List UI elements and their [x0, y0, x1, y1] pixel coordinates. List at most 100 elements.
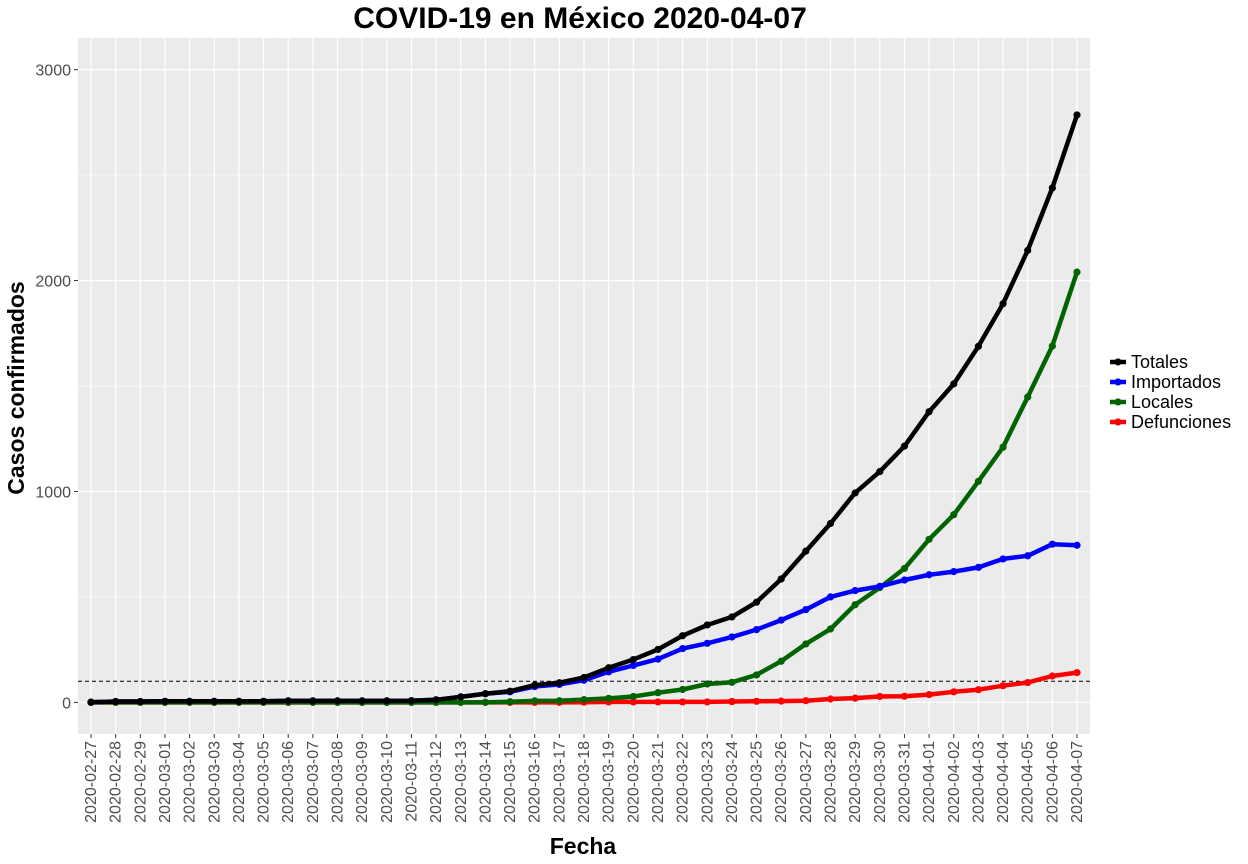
data-point-totales [605, 664, 613, 672]
data-point-totales [999, 300, 1007, 308]
data-point-importados [629, 661, 637, 670]
x-tick-label: 2020-03-27 [798, 741, 815, 823]
data-point-importados [1073, 541, 1081, 549]
data-point-totales [580, 673, 588, 682]
data-point-defunciones [802, 697, 810, 705]
data-point-defunciones [1024, 678, 1032, 687]
x-tick-label: 2020-03-11 [403, 741, 420, 822]
data-point-totales [531, 681, 539, 689]
data-point-importados [703, 639, 711, 647]
data-point-totales [826, 519, 835, 528]
x-tick-label: 2020-03-14 [477, 741, 494, 823]
data-point-importados [925, 571, 933, 579]
data-point-totales [259, 697, 268, 705]
legend-label-defunciones: Defunciones [1131, 412, 1231, 432]
data-point-importados [1048, 540, 1056, 548]
data-point-importados [752, 626, 761, 634]
data-point-totales [457, 693, 465, 701]
x-tick-label: 2020-03-21 [650, 741, 667, 823]
data-point-locales [506, 698, 514, 706]
x-tick-label: 2020-03-22 [675, 741, 692, 823]
data-point-defunciones [876, 692, 884, 701]
data-point-totales [432, 696, 440, 704]
chart-title: COVID-19 en México 2020-04-07 [353, 2, 807, 35]
data-point-importados [728, 633, 736, 641]
data-point-totales [974, 342, 983, 350]
x-tick-label: 2020-04-06 [1044, 741, 1061, 823]
data-point-totales [703, 621, 711, 629]
x-tick-label: 2020-03-04 [231, 741, 248, 823]
x-tick-label: 2020-03-05 [256, 741, 273, 823]
data-point-importados [777, 616, 785, 624]
series-layer [87, 111, 1081, 706]
y-tick-label: 3000 [35, 63, 71, 80]
y-tick-label: 0 [62, 695, 71, 712]
x-tick-label: 2020-03-19 [601, 741, 618, 823]
data-point-totales [481, 690, 489, 698]
x-tick-label: 2020-02-28 [108, 741, 125, 823]
data-point-totales [358, 697, 366, 705]
data-point-totales [161, 697, 169, 705]
data-point-totales [506, 687, 514, 695]
x-tick-label: 2020-04-07 [1069, 741, 1086, 823]
data-point-totales [333, 697, 342, 705]
data-point-totales [87, 698, 95, 706]
data-point-importados [1024, 552, 1032, 560]
data-point-defunciones [1048, 672, 1056, 680]
data-point-importados [679, 644, 687, 653]
data-point-locales [999, 443, 1007, 451]
x-tick-label: 2020-02-27 [83, 741, 100, 823]
data-point-totales [950, 380, 958, 388]
series-totales [87, 111, 1081, 706]
legend-key-point-defunciones [1114, 418, 1122, 426]
data-point-totales [925, 408, 933, 416]
y-axis: 0 1000 2000 3000 [35, 63, 78, 712]
data-point-locales [925, 535, 933, 543]
data-point-locales [605, 694, 613, 702]
y-tick-label: 1000 [35, 484, 71, 501]
x-tick-label: 2020-03-08 [330, 741, 347, 823]
data-point-defunciones [925, 690, 933, 699]
x-tick-label: 2020-03-13 [453, 741, 470, 823]
data-point-importados [900, 576, 909, 584]
data-point-defunciones [629, 698, 637, 706]
data-point-locales [1048, 342, 1056, 350]
data-point-defunciones [826, 695, 835, 703]
data-point-totales [555, 679, 563, 687]
data-point-defunciones [999, 682, 1007, 690]
data-point-totales [802, 547, 810, 555]
data-point-defunciones [728, 697, 736, 706]
data-point-locales [950, 511, 958, 519]
data-point-totales [112, 697, 120, 706]
x-tick-label: 2020-04-03 [970, 741, 987, 823]
x-tick-label: 2020-04-04 [995, 741, 1012, 823]
data-point-totales [629, 655, 637, 664]
x-tick-label: 2020-03-10 [379, 741, 396, 823]
legend-key-point-locales [1114, 398, 1122, 406]
data-point-totales [210, 697, 218, 705]
data-point-importados [876, 582, 884, 590]
data-point-defunciones [703, 698, 711, 706]
data-point-totales [309, 697, 317, 705]
data-point-locales [777, 657, 785, 665]
legend-key-point-importados [1114, 378, 1122, 386]
data-point-totales [900, 442, 909, 450]
data-point-importados [654, 655, 662, 663]
data-point-defunciones [950, 688, 958, 696]
x-tick-label: 2020-03-02 [182, 741, 199, 823]
data-point-defunciones [1073, 669, 1081, 677]
data-point-totales [728, 613, 736, 621]
data-point-totales [235, 697, 243, 705]
data-point-totales [383, 697, 391, 705]
data-point-locales [851, 601, 859, 609]
x-tick-label: 2020-03-03 [206, 741, 223, 823]
data-point-locales [974, 477, 983, 485]
x-tick-label: 2020-03-09 [354, 741, 371, 823]
data-point-locales [900, 564, 909, 573]
data-point-locales [703, 680, 711, 688]
x-tick-label: 2020-03-20 [625, 741, 642, 823]
data-point-totales [777, 575, 785, 583]
data-point-locales [1024, 393, 1032, 401]
data-point-locales [752, 671, 761, 679]
